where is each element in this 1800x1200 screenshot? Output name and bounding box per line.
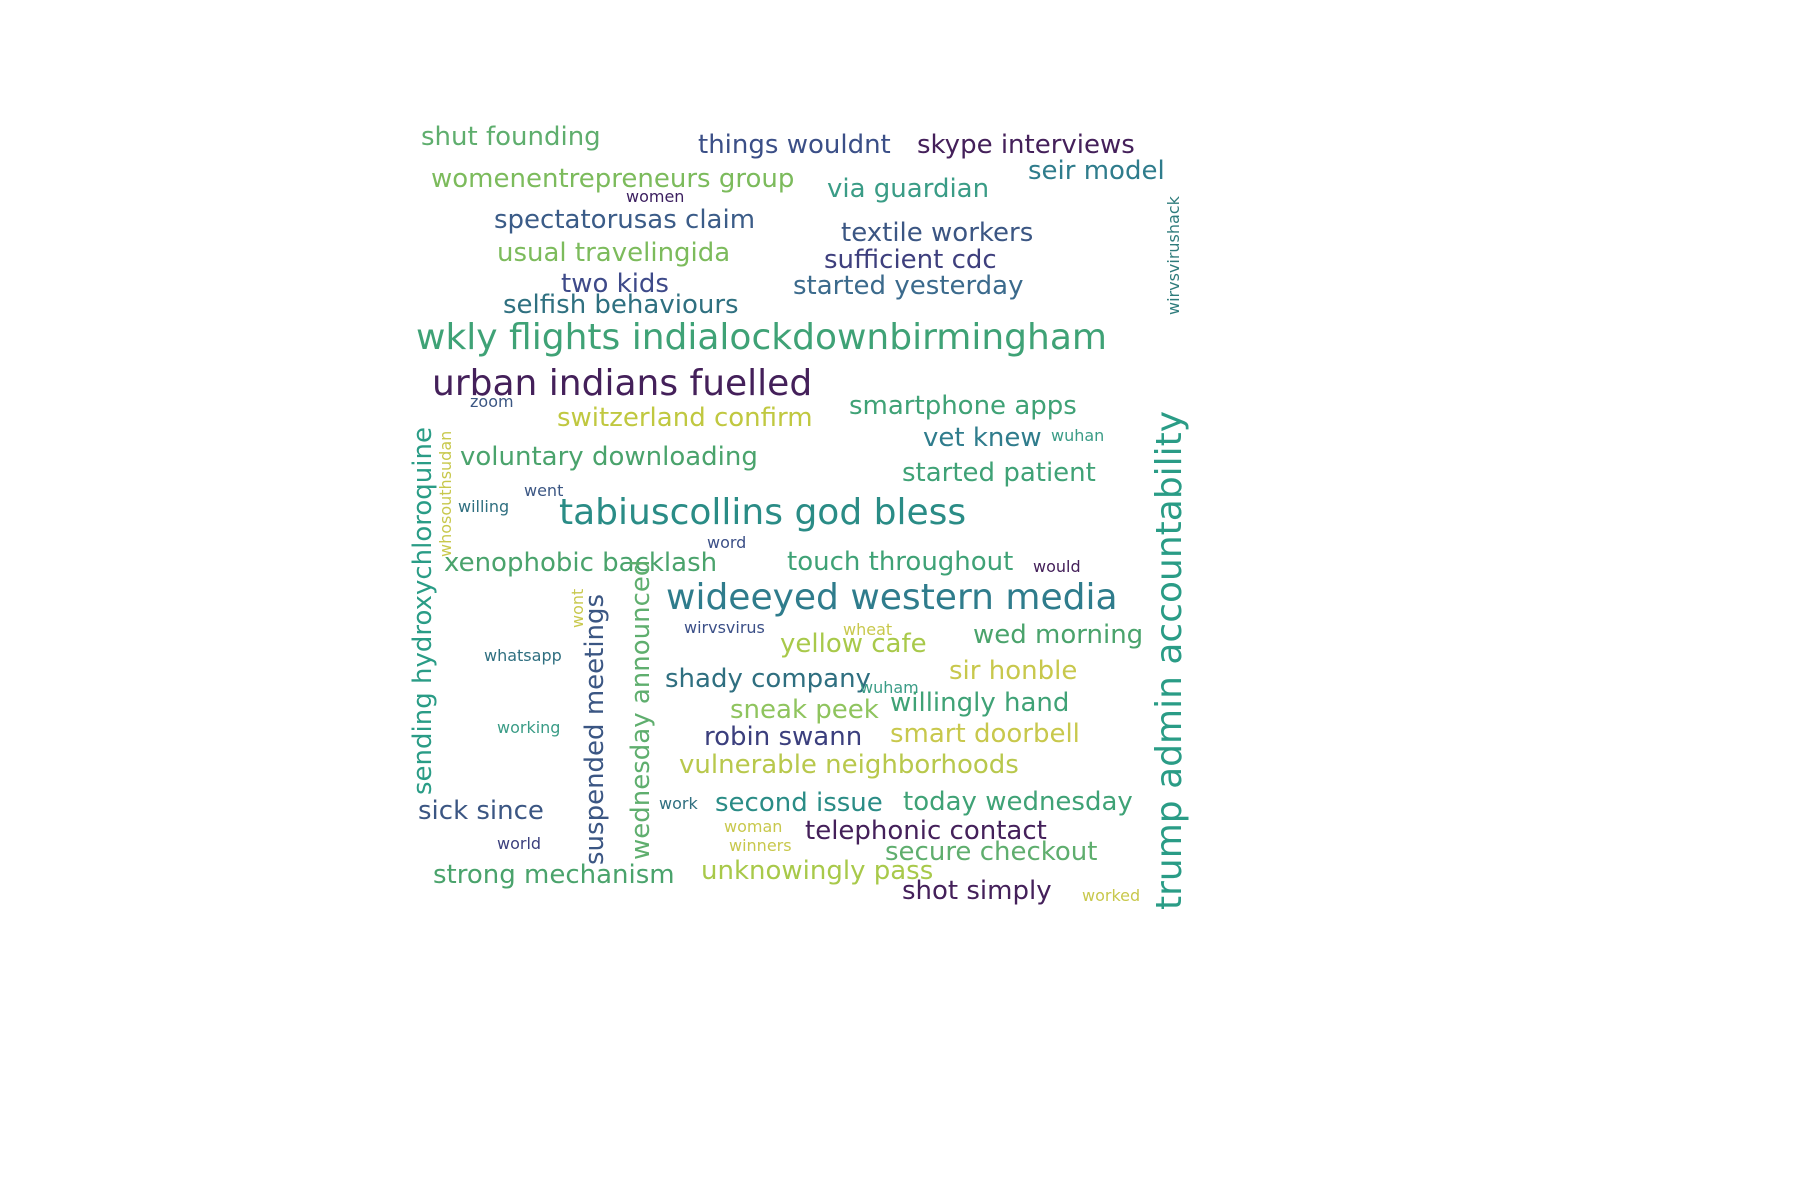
word-winners: winners: [729, 836, 792, 855]
word-telephonic-contact: telephonic contact: [805, 816, 1047, 846]
word-skype-interviews: skype interviews: [917, 130, 1135, 160]
word-things-wouldnt: things wouldnt: [698, 130, 891, 160]
word-suspended-meetings: suspended meetings: [580, 593, 610, 865]
word-wuhan: wuhan: [1051, 426, 1105, 445]
word-working: working: [497, 718, 561, 737]
word-willingly-hand: willingly hand: [890, 688, 1070, 718]
word-voluntary-downloading: voluntary downloading: [460, 442, 758, 472]
word-worked: worked: [1082, 886, 1141, 905]
word-started-patient: started patient: [902, 458, 1096, 488]
word-trump-admin-accountability: trump admin accountability: [1149, 410, 1190, 910]
word-sufficient-cdc: sufficient cdc: [824, 245, 997, 275]
word-wideeyed-western-media: wideeyed western media: [666, 577, 1118, 618]
word-would: would: [1033, 557, 1081, 576]
word-tabiuscollins-god-bless: tabiuscollins god bless: [559, 492, 967, 533]
word-textile-workers: textile workers: [841, 218, 1034, 248]
word-went: went: [524, 481, 564, 500]
word-zoom: zoom: [470, 392, 514, 411]
word-shot-simply: shot simply: [902, 876, 1052, 906]
word-vet-knew: vet knew: [923, 423, 1042, 453]
word-willing: willing: [458, 497, 510, 516]
word-sick-since: sick since: [418, 796, 544, 826]
word-robin-swann: robin swann: [704, 722, 863, 752]
word-sending-hydroxychloroquine: sending hydroxychloroquine: [408, 427, 438, 795]
word-sneak-peek: sneak peek: [730, 695, 879, 725]
word-selfish-behaviours: selfish behaviours: [503, 290, 739, 320]
word-unknowingly-pass: unknowingly pass: [701, 856, 934, 886]
word-second-issue: second issue: [715, 788, 883, 818]
word-via-guardian: via guardian: [827, 174, 990, 204]
word-woman: woman: [724, 817, 783, 836]
word-spectatorusas-claim: spectatorusas claim: [494, 205, 756, 235]
word-switzerland-confirm: switzerland confirm: [557, 403, 813, 433]
word-started-yesterday: started yesterday: [793, 271, 1024, 301]
word-wed-morning: wed morning: [973, 620, 1144, 650]
word-smart-doorbell: smart doorbell: [890, 719, 1080, 749]
word-sir-honble: sir honble: [949, 656, 1078, 686]
word-today-wednesday: today wednesday: [903, 787, 1133, 817]
word-vulnerable-neighborhoods: vulnerable neighborhoods: [679, 750, 1019, 780]
word-smartphone-apps: smartphone apps: [849, 391, 1077, 421]
word-wkly-flights-indialockdownbirmingham: wkly flights indialockdownbirmingham: [416, 317, 1107, 358]
word-shut-founding: shut founding: [421, 122, 601, 152]
word-shady-company: shady company: [665, 664, 871, 694]
word-xenophobic-backlash: xenophobic backlash: [444, 548, 718, 578]
word-usual-travelingida: usual travelingida: [497, 238, 731, 268]
word-two-kids: two kids: [561, 269, 669, 299]
word-secure-checkout: secure checkout: [885, 837, 1098, 867]
word-women: women: [626, 187, 685, 206]
word-wirvsvirushack: wirvsvirushack: [1164, 196, 1183, 315]
word-wirvsvirus: wirvsvirus: [684, 618, 765, 637]
word-seir-model: seir model: [1028, 156, 1165, 186]
word-work: work: [659, 794, 698, 813]
word-urban-indians-fuelled: urban indians fuelled: [432, 363, 813, 404]
word-yellow-cafe: yellow cafe: [780, 629, 927, 659]
word-touch-throughout: touch throughout: [787, 547, 1014, 577]
word-womenentrepreneurs-group: womenentrepreneurs group: [431, 164, 795, 194]
word-whosouthsudan: whosouthsudan: [436, 430, 455, 557]
word-wuham: wuham: [860, 678, 919, 697]
word-wheat: wheat: [843, 620, 893, 639]
word-world: world: [497, 834, 542, 853]
word-whatsapp: whatsapp: [484, 646, 562, 665]
word-word: word: [707, 533, 747, 552]
word-wednesday-announced: wednesday announced: [626, 559, 656, 860]
word-strong-mechanism: strong mechanism: [433, 860, 675, 890]
